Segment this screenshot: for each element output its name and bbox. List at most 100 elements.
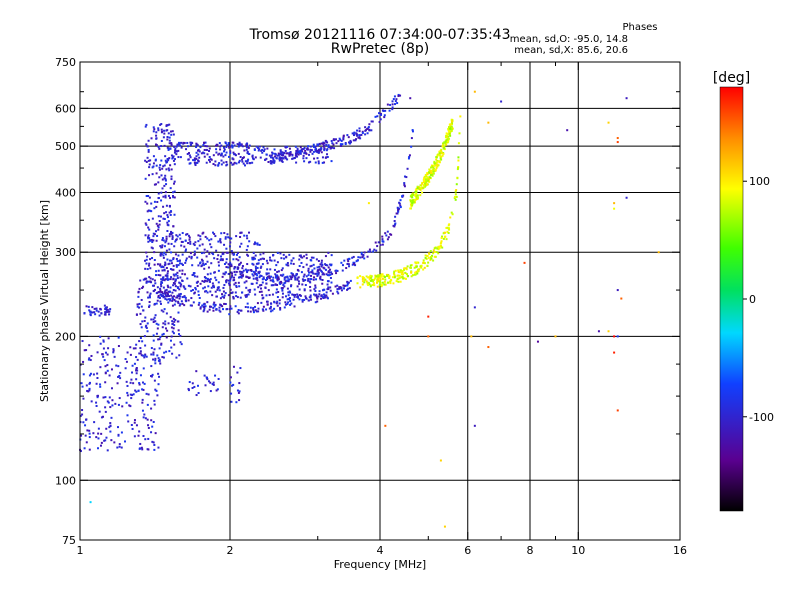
data-point [124,358,127,361]
data-point [415,190,418,193]
data-point [279,157,282,160]
data-point [251,258,254,261]
data-point [212,303,215,306]
data-point [145,123,148,126]
data-point [413,266,416,269]
data-point [220,255,223,258]
data-point [429,170,432,173]
data-point [298,258,301,261]
data-point [403,175,406,178]
stats-o-mode: mean, sd,O: -95.0, 14.8 [509,34,628,45]
data-point [426,177,429,180]
data-point [160,285,163,288]
data-point [160,123,163,126]
data-point [321,142,324,145]
data-point [142,285,145,288]
data-point [146,145,149,148]
data-point [423,181,426,184]
data-point [96,372,99,375]
data-point [166,274,169,277]
data-point [192,301,195,304]
data-point [216,388,219,391]
data-point [303,160,306,163]
data-point [218,309,221,312]
data-point [363,251,366,254]
data-point [117,336,120,339]
data-point [257,149,260,152]
data-point [206,376,209,379]
data-point [361,256,364,259]
data-point [395,98,398,101]
data-point [139,323,142,326]
data-point [198,296,201,299]
data-point [154,183,157,186]
data-point [269,259,272,262]
data-point [307,269,310,272]
data-point [410,275,413,278]
data-point [254,254,257,257]
data-point [144,267,147,270]
data-point [311,269,314,272]
data-point [347,263,350,266]
data-point [153,207,156,210]
data-point [89,501,92,504]
data-point [175,356,178,359]
data-point [211,294,214,297]
data-point [177,141,180,144]
data-point [288,290,291,293]
data-point [190,297,193,300]
data-point [388,275,391,278]
data-point [305,257,308,260]
data-point [163,269,166,272]
data-point [401,276,404,279]
data-point [213,301,216,304]
data-point [439,459,442,462]
data-point [325,291,328,294]
data-point [212,231,215,234]
data-point [388,277,391,280]
data-point [187,158,190,161]
data-point [296,147,299,150]
data-point [268,154,271,157]
data-point [143,319,146,322]
data-point [257,259,260,262]
data-point [449,125,452,128]
data-point [215,249,218,252]
data-point [152,441,155,444]
data-point [103,439,106,442]
data-point [104,306,107,309]
data-point [156,327,159,330]
data-point [230,276,233,279]
data-point [119,371,122,374]
data-point [142,416,145,419]
data-point [397,280,400,283]
data-point [166,284,169,287]
data-point [124,367,127,370]
data-point [154,432,157,435]
data-point [141,409,144,412]
data-point [316,274,319,277]
data-point [310,256,313,259]
data-point [228,283,231,286]
data-point [195,151,198,154]
data-point [190,143,193,146]
data-point [329,268,332,271]
data-point [145,143,148,146]
data-point [208,252,211,255]
data-point [210,158,213,161]
data-point [195,155,198,158]
data-point [178,288,181,291]
data-point [135,378,138,381]
data-point [134,389,137,392]
data-point [231,157,234,160]
data-point [163,351,166,354]
data-point [160,174,163,177]
data-point [240,274,243,277]
data-point [379,278,382,281]
data-point [265,259,268,262]
data-point [133,421,136,424]
data-point [314,284,317,287]
data-point [438,160,441,163]
